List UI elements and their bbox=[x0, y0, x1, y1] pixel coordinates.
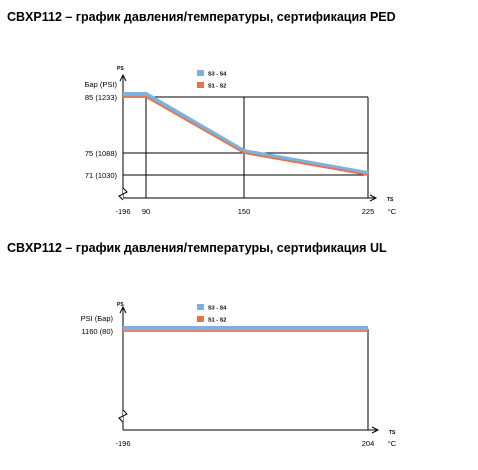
legend-label-s3-s4: S3 - S4 bbox=[208, 72, 227, 78]
x-tick-label: 90 bbox=[142, 207, 150, 216]
y-unit-label: Бар (PSI) bbox=[85, 80, 118, 89]
x-axis-arrow bbox=[371, 426, 380, 434]
x-unit-label: °C bbox=[388, 439, 397, 448]
x-tick-label: -196 bbox=[115, 439, 130, 448]
y-tick-label: 75 (1088) bbox=[85, 149, 118, 158]
legend-swatch-s3-s4 bbox=[197, 70, 204, 76]
legend-swatch-s1-s2 bbox=[197, 316, 204, 322]
y-axis-break bbox=[118, 409, 128, 423]
y-axis-break bbox=[118, 187, 128, 201]
x-axis-symbol: TS bbox=[387, 197, 394, 203]
y-axis-symbol: PS bbox=[117, 66, 124, 72]
y-axis-arrow bbox=[119, 305, 127, 314]
y-axis-arrow bbox=[119, 73, 127, 82]
x-axis-symbol: TS bbox=[389, 430, 396, 436]
x-tick-label: 204 bbox=[362, 439, 375, 448]
x-tick-label: 225 bbox=[362, 207, 375, 216]
legend-swatch-s3-s4 bbox=[197, 304, 204, 310]
legend-label-s3-s4: S3 - S4 bbox=[208, 306, 227, 312]
x-axis-arrow bbox=[369, 194, 378, 202]
y-unit-label: PSI (Бар) bbox=[81, 314, 114, 323]
series-line-s3-s4 bbox=[123, 91, 369, 176]
chart-title-ul: CBXP112 – график давления/температуры, с… bbox=[7, 241, 387, 255]
y-tick-label: 85 (1233) bbox=[85, 93, 118, 102]
x-tick-label: -196 bbox=[115, 207, 130, 216]
chart-title-ped: CBXP112 – график давления/температуры, с… bbox=[7, 10, 396, 24]
y-tick-label: 1160 (80) bbox=[81, 327, 113, 336]
x-tick-label: 150 bbox=[238, 207, 251, 216]
legend-label-s1-s2: S1 - S2 bbox=[208, 318, 226, 324]
legend-swatch-s1-s2 bbox=[197, 82, 204, 88]
y-axis-symbol: PS bbox=[117, 302, 124, 308]
legend-label-s1-s2: S1 - S2 bbox=[208, 84, 226, 90]
x-unit-label: °C bbox=[388, 207, 397, 216]
y-tick-label: 71 (1030) bbox=[85, 171, 118, 180]
series-line-s1-s2 bbox=[123, 96, 369, 176]
